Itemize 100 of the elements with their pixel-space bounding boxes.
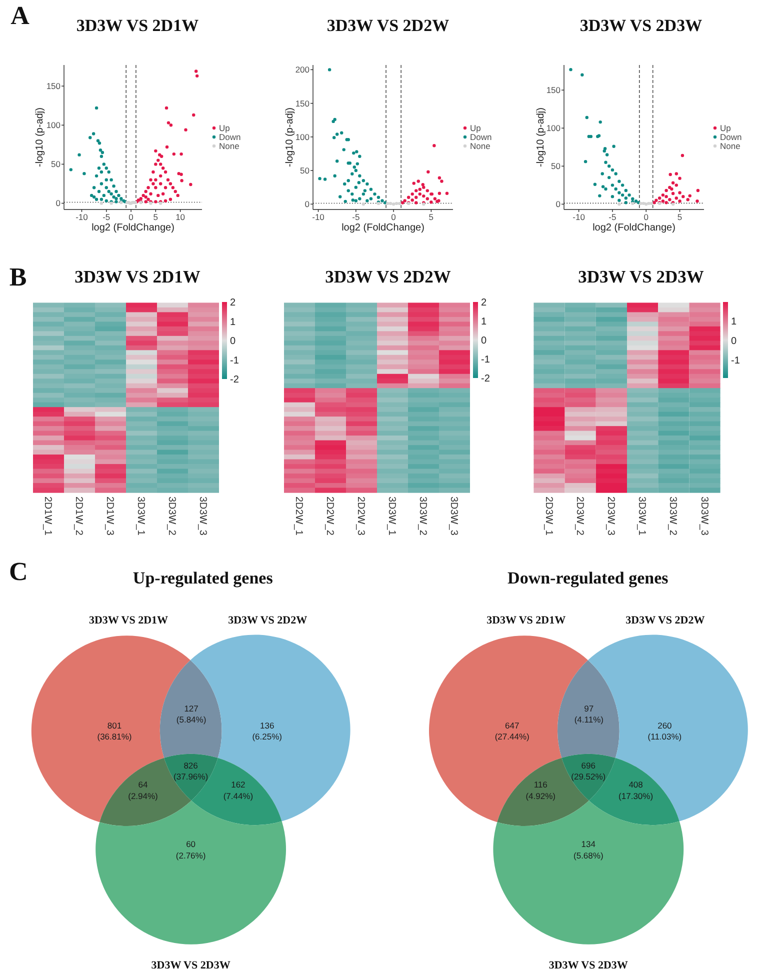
y-axis-title: -log10 (p-adj) bbox=[284, 108, 296, 167]
y-tick-label: 200 bbox=[295, 64, 310, 75]
color-bar-label: -1 bbox=[481, 354, 490, 366]
text: 127 bbox=[184, 703, 199, 714]
x-tick-label: 3D3W_1 bbox=[135, 496, 146, 536]
text: (37.96%) bbox=[174, 772, 208, 782]
y-tick-label: 0 bbox=[56, 198, 61, 208]
x-axis-title: log2 (FoldChange) bbox=[342, 222, 424, 234]
color-bar-label: 0 bbox=[230, 336, 236, 347]
legend-label: None bbox=[219, 140, 240, 151]
color-bar-label: 1 bbox=[731, 316, 737, 328]
text: (29.52%) bbox=[571, 772, 606, 782]
legend-label: Up bbox=[219, 122, 230, 133]
y-tick-label: 100 bbox=[295, 132, 310, 142]
text: 696 bbox=[581, 760, 596, 770]
text: (2.76%) bbox=[176, 850, 206, 860]
legend-label: Down bbox=[720, 132, 742, 142]
x-tick-label: -10 bbox=[572, 212, 586, 222]
x-tick-label: 3D3W_1 bbox=[636, 496, 648, 536]
y-tick-label: 0 bbox=[556, 199, 561, 210]
chart-title: 3D3W VS 2D1W bbox=[74, 266, 201, 286]
color-bar-label: 1 bbox=[481, 316, 487, 328]
text: B bbox=[9, 262, 27, 292]
chart-title: 3D3W VS 2D3W bbox=[580, 16, 702, 35]
legend-label: Down bbox=[219, 132, 242, 142]
text: (27.44%) bbox=[494, 732, 530, 742]
y-axis-title: -log10 (p-adj) bbox=[536, 108, 546, 167]
x-tick-label: 5 bbox=[428, 212, 434, 222]
text: 3D3W VS 2D3W bbox=[548, 960, 628, 972]
text: A bbox=[10, 1, 30, 30]
text: 97 bbox=[584, 703, 594, 714]
color-bar-label: 0 bbox=[481, 336, 487, 346]
x-tick-label: 2D2W_1 bbox=[293, 496, 304, 536]
text: 3D3W VS 2D2W bbox=[228, 614, 308, 626]
text: (6.25%) bbox=[252, 732, 282, 742]
color-bar-label: 1 bbox=[230, 316, 236, 328]
x-tick-label: 0 bbox=[644, 212, 649, 222]
x-tick-label: 3D3W_2 bbox=[667, 496, 678, 536]
text: 60 bbox=[186, 839, 196, 850]
x-axis-title: log2 (FoldChange) bbox=[92, 222, 174, 234]
text: (17.30%) bbox=[618, 790, 654, 801]
x-tick-label: 2D1W_2 bbox=[73, 496, 84, 536]
y-tick-label: 50 bbox=[300, 165, 310, 176]
color-bar-label: -2 bbox=[230, 374, 240, 386]
x-tick-label: 3D3W_3 bbox=[197, 496, 208, 536]
text: (5.68%) bbox=[574, 850, 604, 860]
x-tick-label: -5 bbox=[608, 212, 617, 222]
color-bar-label: -2 bbox=[481, 374, 490, 384]
x-tick-label: 2D3W_3 bbox=[604, 496, 616, 536]
text: (36.81%) bbox=[97, 732, 132, 742]
x-tick-label: -5 bbox=[102, 212, 110, 222]
color-bar-label: -1 bbox=[731, 356, 740, 367]
legend-label: Down bbox=[470, 132, 492, 142]
legend-label: Up bbox=[470, 122, 482, 133]
x-tick-label: 2D3W_2 bbox=[574, 496, 585, 536]
text: Up-regulated genes bbox=[132, 568, 274, 588]
color-bar-label: 2 bbox=[230, 298, 236, 308]
x-tick-label: 2D1W_3 bbox=[104, 496, 115, 536]
color-bar-label: -1 bbox=[230, 355, 240, 366]
chart-title: 3D3W VS 2D3W bbox=[578, 266, 704, 286]
y-tick-label: 50 bbox=[551, 161, 561, 172]
x-tick-label: 0 bbox=[391, 212, 396, 222]
x-tick-label: 2D2W_3 bbox=[355, 496, 366, 536]
x-tick-label: 2D3W_1 bbox=[542, 496, 554, 536]
y-tick-label: 150 bbox=[46, 81, 61, 92]
legend-label: None bbox=[470, 140, 491, 151]
legend-label: Up bbox=[720, 122, 732, 133]
x-axis-title: log2 (FoldChange) bbox=[592, 222, 676, 234]
text: 162 bbox=[231, 780, 246, 790]
x-tick-label: 5 bbox=[677, 212, 682, 222]
text: 64 bbox=[138, 780, 148, 790]
y-axis-title: -log10 (p-adj) bbox=[34, 108, 46, 167]
x-tick-label: 5 bbox=[153, 212, 158, 222]
y-tick-label: 150 bbox=[295, 98, 310, 108]
text: C bbox=[9, 557, 28, 586]
chart-title: 3D3W VS 2D1W bbox=[76, 16, 199, 35]
x-tick-label: 2D2W_2 bbox=[324, 496, 335, 536]
chart-title: 3D3W VS 2D2W bbox=[326, 16, 450, 35]
x-tick-label: 0 bbox=[128, 212, 134, 222]
x-tick-label: -5 bbox=[352, 212, 360, 222]
x-tick-label: 3D3W_2 bbox=[166, 496, 177, 536]
text: 826 bbox=[184, 760, 198, 770]
y-tick-label: 0 bbox=[304, 199, 310, 210]
x-tick-label: 3D3W_2 bbox=[417, 496, 428, 536]
text: 408 bbox=[628, 780, 644, 790]
x-tick-label: 10 bbox=[176, 212, 186, 222]
y-tick-label: 100 bbox=[546, 123, 561, 134]
chart-title: 3D3W VS 2D2W bbox=[325, 266, 452, 286]
y-tick-label: 50 bbox=[51, 159, 61, 170]
text: 136 bbox=[260, 720, 274, 730]
text: 3D3W VS 2D1W bbox=[88, 614, 168, 626]
x-tick-label: -10 bbox=[312, 212, 325, 222]
text: 3D3W VS 2D2W bbox=[626, 614, 705, 626]
text: 647 bbox=[505, 720, 520, 730]
text: (4.92%) bbox=[526, 790, 556, 801]
text: 116 bbox=[534, 780, 548, 790]
text: (5.84%) bbox=[176, 714, 206, 725]
x-tick-label: 3D3W_3 bbox=[698, 496, 710, 536]
y-tick-label: 100 bbox=[46, 120, 61, 130]
text: (7.44%) bbox=[223, 790, 254, 801]
